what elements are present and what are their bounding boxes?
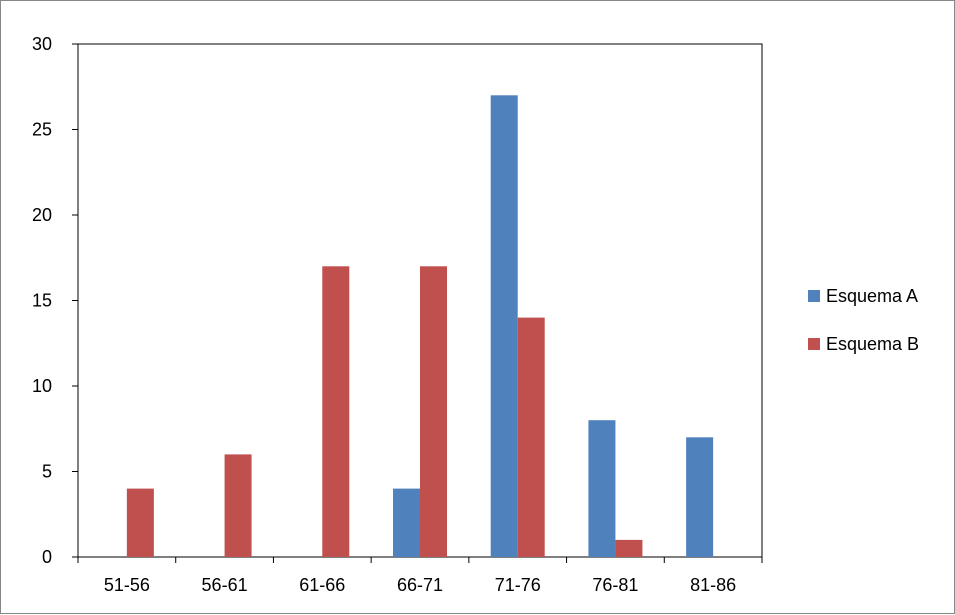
y-tick-label: 15	[32, 291, 52, 311]
x-tick-label: 61-66	[299, 575, 345, 595]
bar	[126, 488, 154, 557]
x-tick-label: 66-71	[397, 575, 443, 595]
bar	[490, 95, 518, 558]
bar	[420, 266, 447, 557]
legend-label: Esquema B	[826, 334, 919, 354]
y-tick-label: 30	[32, 34, 52, 54]
bar	[322, 266, 350, 557]
legend-swatch	[808, 338, 820, 350]
y-tick-label: 10	[32, 376, 52, 396]
x-tick-label: 56-61	[202, 575, 248, 595]
bar	[588, 420, 616, 557]
x-tick-label: 71-76	[495, 575, 541, 595]
y-tick-label: 0	[42, 547, 52, 567]
legend-swatch	[808, 290, 820, 302]
x-tick-label: 76-81	[592, 575, 638, 595]
bar	[517, 317, 545, 557]
bar	[615, 539, 643, 557]
bar	[686, 437, 714, 557]
y-axis: 0 5 10 15 20 25 30	[32, 34, 78, 567]
y-tick-label: 20	[32, 205, 52, 225]
bar	[393, 488, 420, 557]
x-tick-label: 81-86	[690, 575, 736, 595]
legend: Esquema A Esquema B	[808, 286, 919, 354]
x-tick-label: 51-56	[104, 575, 150, 595]
y-tick-label: 25	[32, 120, 52, 140]
bars-group	[126, 95, 714, 558]
bar	[224, 454, 252, 557]
x-axis: 51-56 56-61 61-66 66-71 71-76 76-81 81-86	[77, 557, 763, 595]
y-tick-label: 5	[42, 462, 52, 482]
legend-label: Esquema A	[826, 286, 918, 306]
